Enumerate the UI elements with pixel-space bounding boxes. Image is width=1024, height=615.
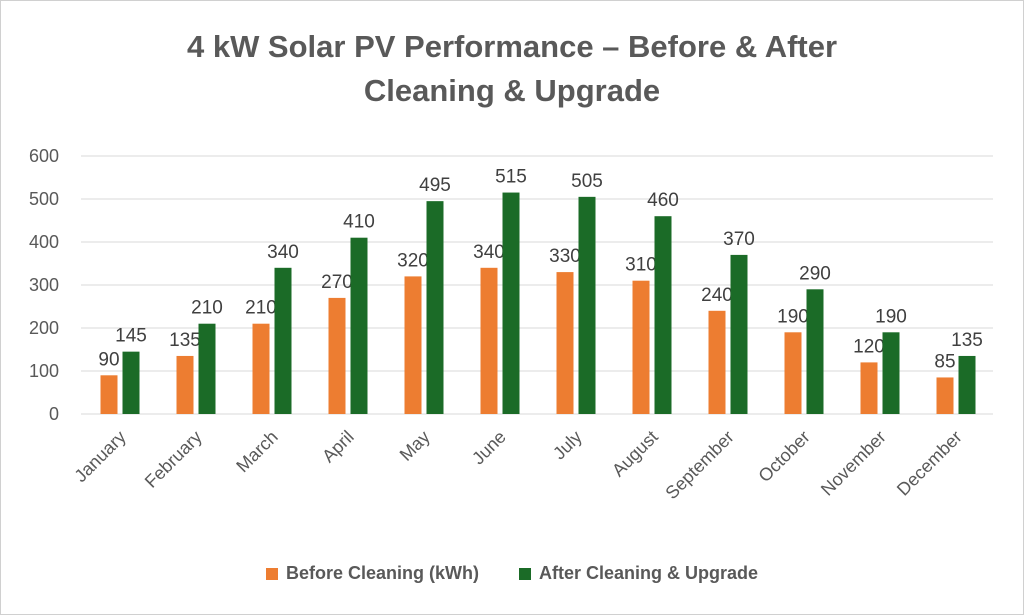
data-label: 270: [321, 272, 353, 293]
x-tick-label: October: [754, 427, 813, 486]
x-tick-label: March: [232, 427, 282, 477]
bar-before: [556, 272, 574, 414]
data-label: 460: [647, 190, 679, 211]
x-tick-label: December: [893, 427, 966, 500]
x-tick-label: May: [396, 427, 434, 465]
bar-before: [328, 297, 346, 414]
data-label: 135: [951, 330, 983, 351]
x-tick-label: November: [817, 427, 890, 500]
legend-item-before: Before Cleaning (kWh): [265, 563, 479, 584]
data-label: 240: [701, 285, 733, 306]
legend-label-after: After Cleaning & Upgrade: [538, 563, 759, 583]
x-tick-label: February: [141, 427, 206, 492]
y-tick-label: 500: [29, 189, 59, 209]
legend: Before Cleaning (kWh) After Cleaning & U…: [1, 563, 1023, 584]
bar-after: [502, 192, 520, 414]
bar-before: [936, 377, 954, 414]
bar-after: [882, 332, 900, 414]
bar-after: [274, 267, 292, 414]
bar-before: [708, 310, 726, 414]
bar-before: [404, 276, 422, 414]
bar-before: [784, 332, 802, 414]
chart-title-line-1: 4 kW Solar PV Performance – Before & Aft…: [186, 29, 838, 64]
data-label: 290: [799, 263, 831, 284]
bar-before: [860, 362, 878, 414]
x-tick-label: April: [318, 427, 358, 467]
x-tick-label: August: [608, 427, 662, 481]
bar-before: [632, 280, 650, 414]
data-label: 320: [397, 250, 429, 271]
chart-title-line-2: Cleaning & Upgrade: [363, 73, 661, 108]
bar-after: [350, 237, 368, 414]
bar-after: [654, 216, 672, 414]
x-tick-label: September: [661, 427, 737, 503]
bar-after: [958, 355, 976, 414]
data-label: 340: [267, 242, 299, 263]
data-label: 90: [98, 349, 119, 370]
x-tick-label: July: [549, 427, 586, 464]
data-label: 190: [875, 306, 907, 327]
data-label: 145: [115, 326, 147, 347]
bar-before: [176, 355, 194, 414]
bar-after: [578, 196, 596, 414]
data-label: 410: [343, 212, 375, 233]
bar-after: [806, 289, 824, 414]
y-tick-label: 300: [29, 275, 59, 295]
chart-title: 4 kW Solar PV Performance – Before & Aft…: [1, 25, 1023, 113]
bar-after: [122, 351, 140, 414]
y-tick-label: 400: [29, 232, 59, 252]
data-label: 330: [549, 246, 581, 267]
bar-after: [730, 254, 748, 414]
legend-item-after: After Cleaning & Upgrade: [518, 563, 759, 584]
legend-swatch-after: [518, 567, 531, 580]
y-tick-label: 0: [49, 404, 59, 424]
x-tick-label: January: [70, 427, 129, 486]
y-tick-label: 600: [29, 146, 59, 166]
data-label: 505: [571, 171, 603, 192]
bar-before: [252, 323, 270, 414]
x-tick-label: June: [468, 427, 510, 469]
data-label: 310: [625, 255, 657, 276]
y-tick-label: 200: [29, 318, 59, 338]
legend-swatch-before: [265, 567, 278, 580]
bar-after: [198, 323, 216, 414]
data-label: 340: [473, 242, 505, 263]
bar-after: [426, 201, 444, 414]
bar-before: [100, 375, 118, 414]
bar-before: [480, 267, 498, 414]
data-label: 210: [191, 298, 223, 319]
data-label: 495: [419, 175, 451, 196]
data-label: 190: [777, 306, 809, 327]
data-label: 120: [853, 336, 885, 357]
data-label: 515: [495, 167, 527, 188]
y-tick-label: 100: [29, 361, 59, 381]
data-label: 85: [934, 351, 955, 372]
data-label: 370: [723, 229, 755, 250]
data-label: 135: [169, 330, 201, 351]
data-label: 210: [245, 298, 277, 319]
legend-label-before: Before Cleaning (kWh): [285, 563, 479, 583]
